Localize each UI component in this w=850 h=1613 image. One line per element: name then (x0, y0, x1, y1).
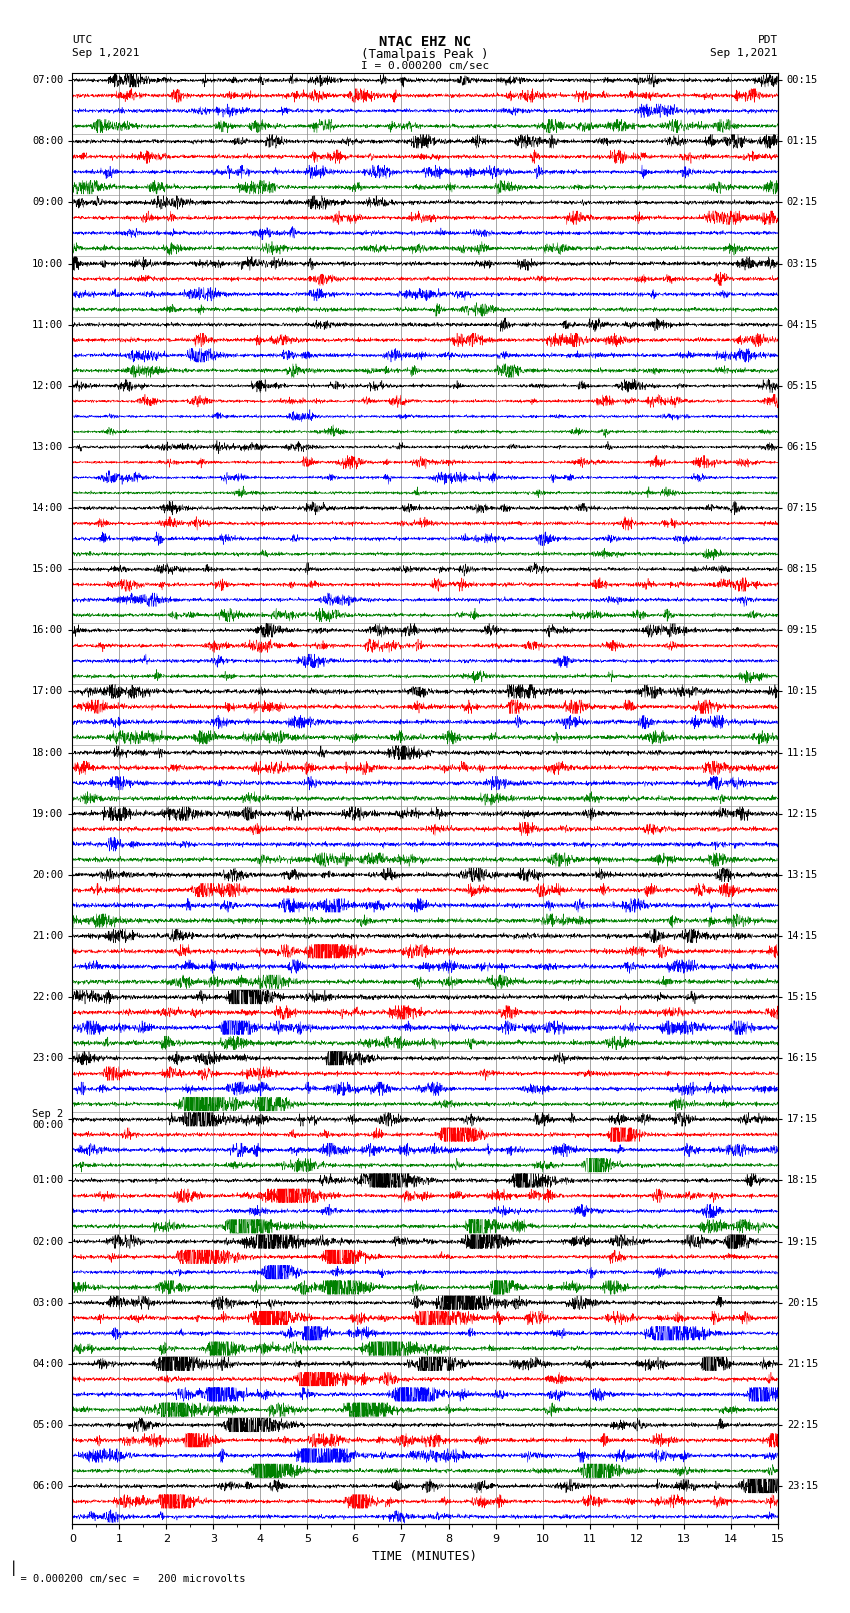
Text: = 0.000200 cm/sec =   200 microvolts: = 0.000200 cm/sec = 200 microvolts (8, 1574, 246, 1584)
X-axis label: TIME (MINUTES): TIME (MINUTES) (372, 1550, 478, 1563)
Text: Sep 1,2021: Sep 1,2021 (72, 48, 139, 58)
Text: Sep 1,2021: Sep 1,2021 (711, 48, 778, 58)
Text: (Tamalpais Peak ): (Tamalpais Peak ) (361, 48, 489, 61)
Text: NTAC EHZ NC: NTAC EHZ NC (379, 35, 471, 50)
Text: UTC: UTC (72, 35, 93, 45)
Text: ⎮: ⎮ (10, 1560, 18, 1576)
Text: I = 0.000200 cm/sec: I = 0.000200 cm/sec (361, 61, 489, 71)
Text: PDT: PDT (757, 35, 778, 45)
